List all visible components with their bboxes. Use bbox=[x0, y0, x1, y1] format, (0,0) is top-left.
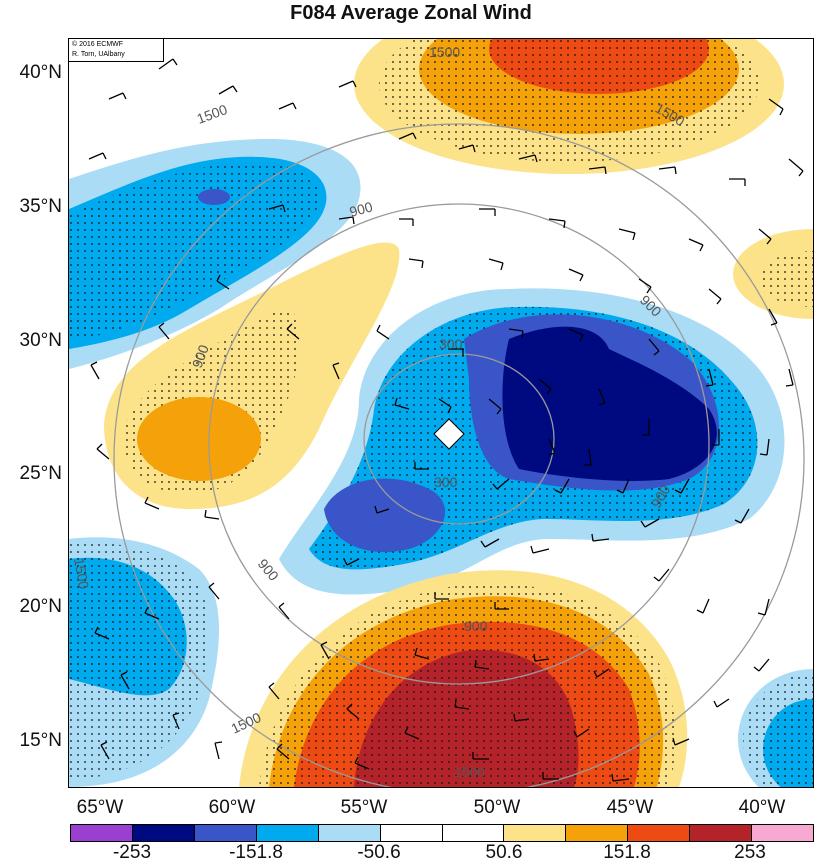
map-canvas: 1500 1500 1500 1500 1500 1500 900 900 90… bbox=[69, 39, 813, 787]
colorbar bbox=[70, 824, 814, 842]
negative-wind-band-northwest bbox=[69, 139, 361, 369]
colorbar-label: 253 bbox=[734, 842, 766, 863]
lon-label-60w: 60°W bbox=[208, 797, 256, 818]
lon-label-40w: 40°W bbox=[738, 797, 786, 818]
lon-label-50w: 50°W bbox=[473, 797, 521, 818]
map-plot: 1500 1500 1500 1500 1500 1500 900 900 90… bbox=[68, 38, 814, 788]
lat-label-15n: 15°N bbox=[19, 730, 62, 751]
contour-label: 900 bbox=[255, 556, 282, 584]
map-title: F084 Average Zonal Wind bbox=[290, 2, 532, 24]
colorbar-swatch bbox=[71, 825, 133, 841]
positive-wind-region-south bbox=[239, 570, 688, 787]
colorbar-swatch bbox=[194, 825, 257, 841]
colorbar-swatch bbox=[566, 825, 629, 841]
colorbar-swatch bbox=[380, 825, 443, 841]
lat-label-30n: 30°N bbox=[19, 330, 62, 351]
lat-label-40n: 40°N bbox=[19, 62, 62, 83]
contour-label: 300 bbox=[434, 474, 458, 490]
lat-label-20n: 20°N bbox=[19, 596, 62, 617]
credit-box: © 2016 ECMWF R. Torn, UAlbany bbox=[68, 38, 164, 62]
credit-copyright: © 2016 ECMWF bbox=[72, 41, 124, 48]
colorbar-swatch bbox=[504, 825, 567, 841]
colorbar-swatch bbox=[752, 825, 814, 841]
colorbar-label: -151.8 bbox=[229, 842, 283, 863]
wind-barbs bbox=[88, 58, 804, 782]
colorbar-label: -253 bbox=[112, 842, 152, 863]
contour-label: 300 bbox=[439, 336, 463, 352]
contour-label: 900 bbox=[348, 198, 375, 220]
colorbar-swatch bbox=[318, 825, 381, 841]
contour-label: 1500 bbox=[454, 764, 485, 780]
credit-author: R. Torn, UAlbany bbox=[72, 51, 125, 58]
lon-label-45w: 45°W bbox=[606, 797, 654, 818]
colorbar-label: 151.8 bbox=[603, 842, 651, 863]
colorbar-swatch bbox=[690, 825, 753, 841]
negative-wind-region-central bbox=[279, 288, 785, 595]
colorbar-swatch bbox=[628, 825, 691, 841]
contour-label: 1500 bbox=[429, 44, 460, 60]
positive-wind-region-west bbox=[104, 242, 400, 509]
contour-label: 1500 bbox=[71, 557, 92, 591]
positive-wind-region-north bbox=[354, 39, 784, 174]
lon-label-55w: 55°W bbox=[340, 797, 388, 818]
colorbar-label: -50.6 bbox=[357, 842, 401, 863]
contour-label: 1500 bbox=[195, 101, 230, 127]
contour-labels: 1500 1500 1500 1500 1500 1500 900 900 90… bbox=[71, 44, 688, 780]
negative-wind-region-southwest bbox=[69, 537, 219, 787]
lat-label-35n: 35°N bbox=[19, 196, 62, 217]
colorbar-swatch bbox=[132, 825, 195, 841]
geopotential-contours bbox=[113, 123, 805, 787]
contour-label: 900 bbox=[464, 618, 488, 634]
contour-label: 900 bbox=[189, 342, 212, 370]
colorbar-swatch bbox=[256, 825, 319, 841]
colorbar-label: 50.6 bbox=[485, 842, 523, 863]
lon-label-65w: 65°W bbox=[76, 797, 124, 818]
colorbar-swatch bbox=[442, 825, 505, 841]
negative-wind-region-southeast bbox=[738, 669, 813, 787]
lat-label-25n: 25°N bbox=[19, 463, 62, 484]
positive-wind-region-east bbox=[733, 229, 813, 319]
